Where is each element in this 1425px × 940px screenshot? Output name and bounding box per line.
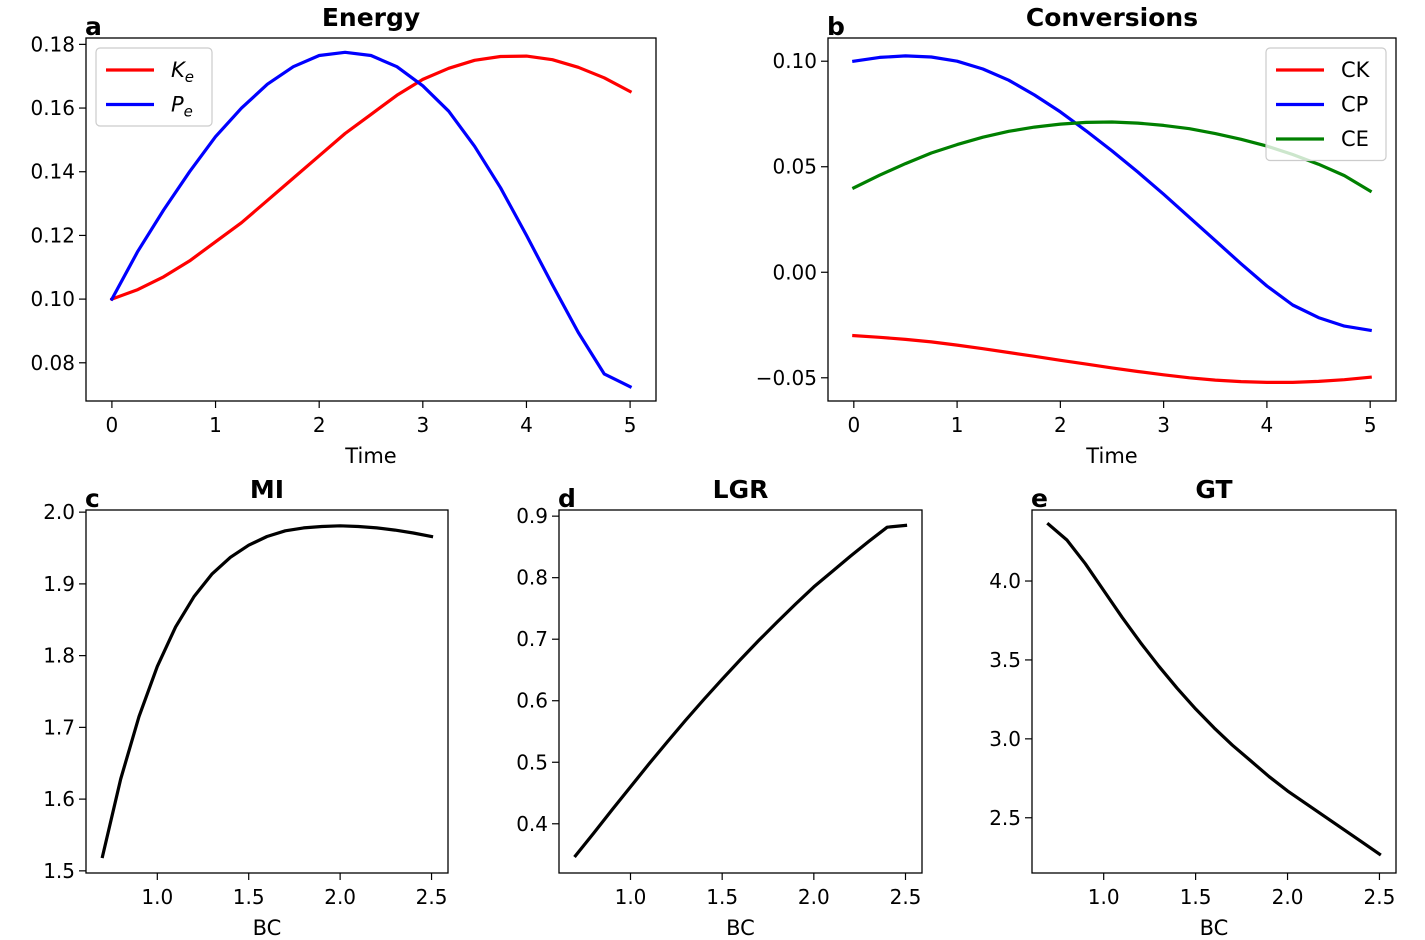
y-tick-label: 0.10 xyxy=(30,287,75,311)
chart-title: LGR xyxy=(713,475,769,504)
y-tick-label: 0.08 xyxy=(30,351,75,375)
x-tick-label: 1.5 xyxy=(706,885,738,909)
axes-frame xyxy=(558,509,923,874)
y-tick-label: 0.6 xyxy=(516,689,548,713)
x-tick-label: 1 xyxy=(209,413,222,437)
x-tick-label: 3 xyxy=(416,413,429,437)
x-tick-label: 1.0 xyxy=(141,885,173,909)
y-tick-label: 0.18 xyxy=(30,32,75,56)
y-tick-label: −0.05 xyxy=(756,366,817,390)
series-line-k-a xyxy=(109,54,633,302)
x-tick-label: 0 xyxy=(847,413,860,437)
chart-title: MI xyxy=(250,475,284,504)
chart-title: Energy xyxy=(322,3,420,32)
legend-box xyxy=(95,47,213,127)
x-tick-label: 1.5 xyxy=(1180,885,1212,909)
panel-letter: a xyxy=(85,12,102,41)
x-tick-label: 1.5 xyxy=(233,885,265,909)
axes-frame xyxy=(1031,509,1397,874)
series-line-e xyxy=(1046,521,1382,857)
y-tick-label: 3.5 xyxy=(989,648,1021,672)
y-tick-label: 0.00 xyxy=(772,260,817,284)
axes-frame xyxy=(85,37,657,402)
y-tick-label: 0.5 xyxy=(516,750,548,774)
x-tick-label: 2.0 xyxy=(1272,885,1304,909)
legend: CK CP CE xyxy=(1265,47,1387,162)
series-line-c xyxy=(100,524,434,859)
panel-letter: b xyxy=(827,12,845,41)
chart-title: GT xyxy=(1195,475,1232,504)
y-tick-label: 0.10 xyxy=(772,49,817,73)
y-tick-label: 0.12 xyxy=(30,223,75,247)
y-tick-label: 1.7 xyxy=(43,715,75,739)
y-tick-label: 1.9 xyxy=(43,572,75,596)
x-tick-label: 1 xyxy=(951,413,964,437)
chart-title: Conversions xyxy=(1026,3,1198,32)
series-line-d xyxy=(573,523,908,859)
axes-frame xyxy=(85,509,449,874)
y-tick-label: 0.05 xyxy=(772,155,817,179)
x-axis-label: Time xyxy=(344,444,396,468)
x-tick-label: 2 xyxy=(313,413,326,437)
y-tick-label: 0.8 xyxy=(516,566,548,590)
panel-letter: e xyxy=(1031,484,1048,513)
y-tick-label: 2.5 xyxy=(989,806,1021,830)
series-line-ck-b xyxy=(852,333,1372,384)
x-tick-label: 2.5 xyxy=(416,885,448,909)
y-tick-label: 0.4 xyxy=(516,812,548,836)
x-tick-label: 2.0 xyxy=(798,885,830,909)
legend-label: Pe xyxy=(171,93,193,121)
panel-b: 0 1 2 3 4 5 −0.05 0.00 0.05 0.10 Conversions b Time C… xyxy=(756,3,1397,468)
x-tick-label: 1.0 xyxy=(1088,885,1120,909)
legend: Ke Pe xyxy=(95,47,213,127)
panel-d: 1.0 1.5 2.0 2.5 0.4 0.5 0.6 0.7 0.8 0.9 LGR d BC xyxy=(516,475,923,940)
panel-letter: d xyxy=(558,484,576,513)
x-tick-label: 5 xyxy=(1364,413,1377,437)
x-axis-label: BC xyxy=(253,916,282,940)
series-line-cp-b xyxy=(851,54,1373,333)
y-tick-label: 1.5 xyxy=(43,859,75,883)
series-line-p-a xyxy=(109,50,633,389)
y-tick-label: 3.0 xyxy=(989,727,1021,751)
x-tick-label: 2.0 xyxy=(324,885,356,909)
x-axis-label: BC xyxy=(1200,916,1229,940)
x-tick-label: 3 xyxy=(1157,413,1170,437)
x-tick-label: 0 xyxy=(106,413,119,437)
panel-c: 1.0 1.5 2.0 2.5 1.5 1.6 1.7 1.8 1.9 2.0 MI c BC xyxy=(43,475,449,940)
y-tick-label: 0.16 xyxy=(30,96,75,120)
x-tick-label: 4 xyxy=(1261,413,1274,437)
y-tick-label: 2.0 xyxy=(43,500,75,524)
y-tick-label: 0.14 xyxy=(30,160,75,184)
x-tick-label: 2 xyxy=(1054,413,1067,437)
y-tick-label: 0.9 xyxy=(516,504,548,528)
panel-a: 0 1 2 3 4 5 0.08 0.10 0.12 0.14 0.16 0.18 Energy a Tim… xyxy=(30,3,657,468)
x-tick-label: 5 xyxy=(624,413,637,437)
legend-label: CE xyxy=(1341,127,1369,151)
legend-label: CP xyxy=(1341,93,1368,117)
legend-label: CK xyxy=(1341,58,1371,82)
legend-label: Ke xyxy=(171,58,194,86)
panel-letter: c xyxy=(85,484,100,513)
x-axis-label: Time xyxy=(1085,444,1137,468)
y-tick-label: 1.8 xyxy=(43,644,75,668)
y-tick-label: 4.0 xyxy=(989,569,1021,593)
legend-box xyxy=(1265,47,1387,162)
y-tick-label: 0.7 xyxy=(516,627,548,651)
panel-e: 1.0 1.5 2.0 2.5 2.5 3.0 3.5 4.0 GT e BC xyxy=(989,475,1397,940)
x-axis-label: BC xyxy=(726,916,755,940)
x-tick-label: 2.5 xyxy=(1364,885,1396,909)
x-tick-label: 2.5 xyxy=(890,885,922,909)
x-tick-label: 4 xyxy=(520,413,533,437)
axes-frame xyxy=(827,37,1397,402)
y-tick-label: 1.6 xyxy=(43,787,75,811)
x-tick-label: 1.0 xyxy=(615,885,647,909)
